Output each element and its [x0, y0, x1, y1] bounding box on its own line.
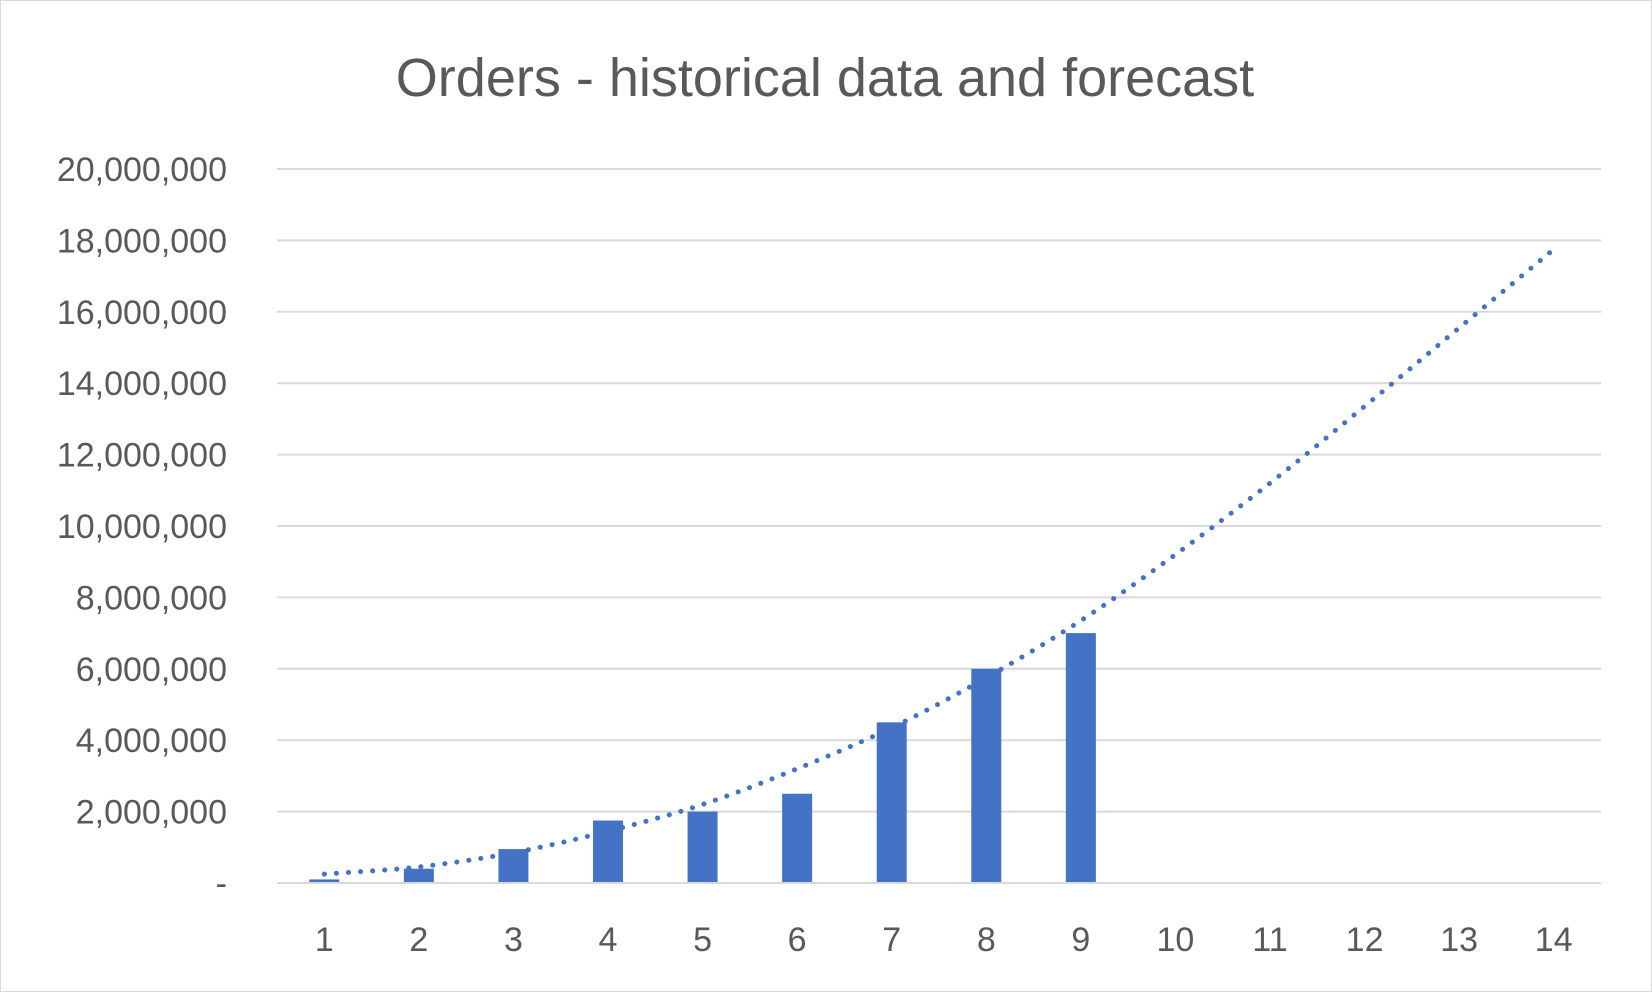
y-tick-label: 20,000,000 [57, 151, 227, 189]
bar [309, 879, 340, 883]
x-tick-label: 9 [1071, 921, 1090, 959]
bar [593, 820, 623, 883]
y-tick-label: 16,000,000 [57, 294, 227, 332]
x-tick-label: 6 [788, 921, 807, 959]
trendline-series [277, 246, 1601, 884]
bar [971, 668, 1002, 883]
trendline [321, 246, 1557, 877]
y-tick-label: 4,000,000 [76, 722, 227, 760]
x-tick-label: 1 [315, 921, 334, 959]
y-tick-label: 2,000,000 [76, 794, 227, 832]
y-tick-label: 10,000,000 [57, 508, 227, 546]
y-tick-label: 8,000,000 [76, 579, 227, 617]
gridlines [277, 168, 1601, 884]
y-tick-label: 18,000,000 [57, 222, 227, 260]
x-tick-label: 8 [977, 921, 996, 959]
x-tick-label: 14 [1535, 921, 1573, 959]
y-tick-label: 6,000,000 [76, 651, 227, 689]
x-tick-label: 11 [1252, 921, 1287, 959]
y-tick-label: 14,000,000 [57, 365, 227, 403]
x-tick-label: 12 [1346, 921, 1384, 959]
y-tick-label: - [216, 865, 227, 903]
y-axis-tick-labels: - 2,000,000 4,000,000 6,000,000 8,000,000 10,… [57, 151, 227, 903]
chart-title: Orders - historical data and forecast [396, 48, 1254, 108]
bar-series [309, 633, 1096, 883]
bar [687, 811, 718, 883]
x-axis-tick-labels: 1 2 3 4 5 6 7 8 9 10 11 12 13 14 [315, 921, 1573, 959]
x-tick-label: 10 [1157, 921, 1195, 959]
bar [1065, 633, 1096, 883]
x-tick-label: 2 [409, 921, 428, 959]
x-tick-label: 4 [599, 921, 618, 959]
x-tick-label: 3 [504, 921, 523, 959]
bar [403, 868, 434, 883]
x-tick-label: 7 [882, 921, 901, 959]
x-tick-label: 13 [1440, 921, 1478, 959]
bar [782, 793, 813, 883]
x-tick-label: 5 [693, 921, 712, 959]
bar [876, 722, 907, 883]
y-tick-label: 12,000,000 [57, 437, 227, 475]
